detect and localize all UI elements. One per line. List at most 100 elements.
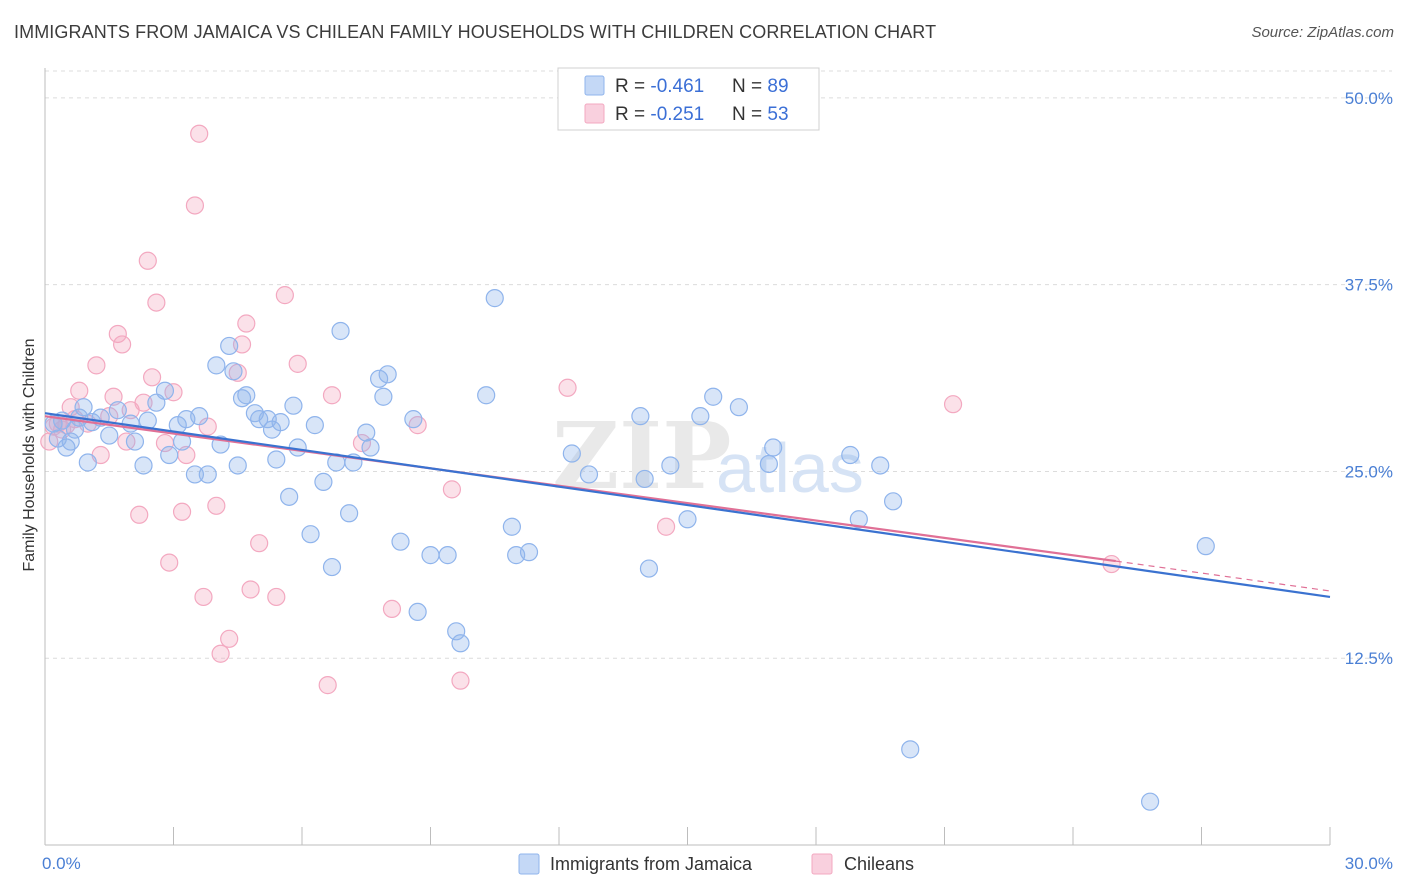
jamaica-points <box>44 289 1215 811</box>
legend-swatch-chileans <box>584 103 605 124</box>
chileans-point <box>220 629 239 648</box>
jamaica-point <box>404 410 423 429</box>
gridlines <box>45 70 1392 659</box>
jamaica-point <box>871 456 890 475</box>
legend-r-value-chileans: -0.251 <box>650 104 704 125</box>
chileans-point <box>275 286 294 305</box>
jamaica-point <box>340 504 359 523</box>
chileans-point <box>442 480 462 499</box>
jamaica-point <box>331 321 350 341</box>
jamaica-point <box>391 532 410 551</box>
chileans-point <box>318 676 337 695</box>
chileans-point <box>656 517 676 536</box>
y-tick-label: 12.5% <box>1345 649 1393 668</box>
legend-n-label: N = 89 <box>732 76 789 97</box>
jamaica-point <box>280 487 299 506</box>
y-tick-label: 25.0% <box>1345 462 1393 481</box>
jamaica-point <box>322 557 342 577</box>
jamaica-point <box>271 413 290 432</box>
jamaica-point <box>408 602 427 622</box>
chileans-trend-extension <box>1115 560 1331 592</box>
jamaica-point <box>1196 537 1215 556</box>
jamaica-point <box>704 387 723 406</box>
jamaica-point <box>185 465 205 484</box>
jamaica-point <box>691 407 710 426</box>
jamaica-point <box>100 426 119 445</box>
jamaica-point <box>378 365 397 384</box>
legend-r-label: R = -0.251 <box>615 104 704 125</box>
jamaica-point <box>198 465 217 484</box>
correlation-legend: R = -0.461 N = 89 R = -0.251 N = 53 <box>557 67 820 131</box>
jamaica-point <box>314 472 333 492</box>
jamaica-point <box>228 456 247 475</box>
jamaica-point <box>1140 792 1160 811</box>
chileans-point <box>211 644 230 663</box>
chileans-point <box>142 368 162 387</box>
chileans-point <box>352 433 372 453</box>
jamaica-point <box>361 438 380 457</box>
bottom-legend-label-chileans: Chileans <box>844 854 914 874</box>
jamaica-point <box>78 453 97 472</box>
jamaica-point <box>451 634 470 653</box>
jamaica-point <box>447 622 466 641</box>
chileans-point <box>943 395 963 414</box>
chart-title: IMMIGRANTS FROM JAMAICA VS CHILEAN FAMIL… <box>14 22 937 42</box>
legend-n-label: N = 53 <box>732 104 789 125</box>
chileans-point <box>112 335 132 354</box>
jamaica-point <box>108 401 127 420</box>
jamaica-point <box>357 423 376 442</box>
axes <box>44 68 1331 846</box>
chileans-point <box>241 580 260 599</box>
x-tick-label: 0.0% <box>42 854 81 873</box>
bottom-legend-label-jamaica: Immigrants from Jamaica <box>550 854 753 874</box>
jamaica-point <box>155 381 175 400</box>
legend-r-label: R = -0.461 <box>615 76 704 97</box>
watermark: ZIP atlas <box>552 402 864 510</box>
jamaica-point <box>639 559 659 578</box>
jamaica-point <box>438 546 457 565</box>
series-legend: Immigrants from Jamaica Chileans <box>518 853 914 875</box>
legend-row-chileans: R = -0.251 N = 53 <box>584 103 789 125</box>
jamaica-point <box>661 456 680 475</box>
jamaica-point <box>562 444 581 463</box>
chileans-point <box>185 196 205 215</box>
chileans-point <box>70 381 89 400</box>
chileans-point <box>322 386 342 405</box>
jamaica-point <box>207 356 226 375</box>
chileans-trend-line <box>44 415 1116 563</box>
jamaica-point <box>759 454 778 474</box>
legend-row-jamaica: R = -0.461 N = 89 <box>584 75 789 97</box>
y-tick-label: 50.0% <box>1345 89 1393 108</box>
chileans-point <box>147 293 166 312</box>
bottom-legend-swatch-chileans <box>811 853 833 875</box>
jamaica-point <box>631 407 650 426</box>
jamaica-point <box>160 445 179 465</box>
legend-swatch-jamaica <box>584 75 605 96</box>
chileans-point <box>108 324 127 344</box>
source-label: Source: ZipAtlas.com <box>1251 24 1394 41</box>
jamaica-point <box>579 465 599 484</box>
jamaica-point <box>267 450 286 469</box>
jamaica-point <box>374 387 393 406</box>
jamaica-point <box>305 416 324 435</box>
chileans-point <box>382 599 402 619</box>
chileans-point <box>288 354 307 373</box>
jamaica-point <box>284 396 303 415</box>
jamaica-point <box>61 432 80 451</box>
jamaica-point <box>224 362 243 381</box>
jamaica-point <box>519 543 539 562</box>
jamaica-trend-line <box>44 412 1331 599</box>
chileans-point <box>172 502 192 521</box>
tick-labels: 12.5% 25.0% 37.5% 50.0% 0.0% 30.0% <box>42 89 1393 873</box>
y-tick-label: 37.5% <box>1345 276 1393 295</box>
jamaica-point <box>729 398 749 417</box>
jamaica-point <box>301 525 320 544</box>
jamaica-point <box>237 386 256 405</box>
jamaica-point <box>421 546 440 565</box>
chileans-point <box>237 314 256 333</box>
jamaica-point <box>678 510 697 529</box>
jamaica-point <box>477 386 496 405</box>
chileans-point <box>130 505 149 524</box>
y-axis-label: Family Households with Children <box>21 339 38 572</box>
